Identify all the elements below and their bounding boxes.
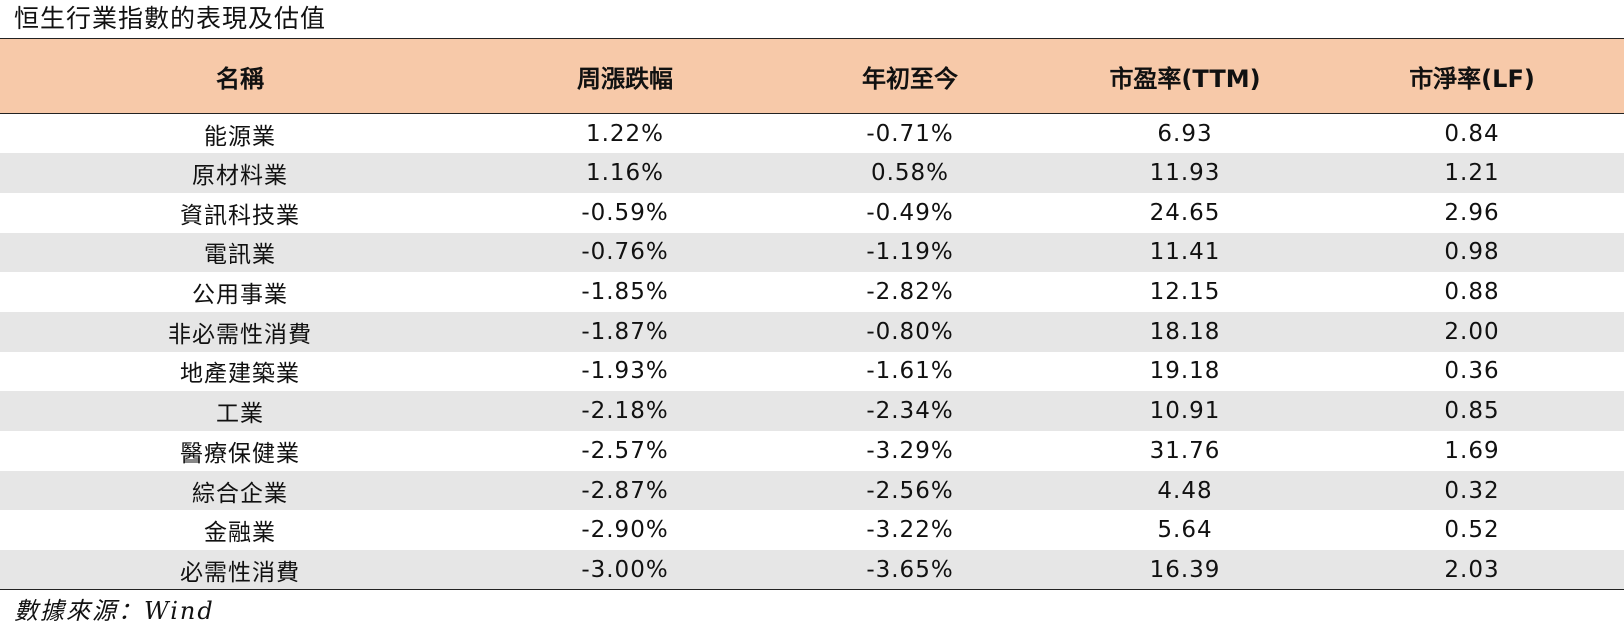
sector-name-cell: 地產建築業 — [180, 361, 300, 388]
header-weekly-change: 周漲跌幅 — [480, 38, 770, 114]
weekly-change-cell: -1.87% — [581, 318, 669, 345]
sector-name-cell: 公用事業 — [192, 282, 288, 309]
table-row: 金融業 -2.90% -3.22% 5.64 0.52 — [0, 510, 1624, 550]
weekly-change-cell: -2.18% — [581, 398, 669, 425]
table-row: 原材料業 1.16% 0.58% 11.93 1.21 — [0, 153, 1624, 193]
sector-name-cell: 原材料業 — [192, 163, 288, 190]
pb-lf-cell: 2.03 — [1444, 556, 1500, 583]
pe-ttm-cell: 6.93 — [1157, 120, 1213, 147]
pb-lf-cell: 0.36 — [1444, 358, 1500, 385]
pe-ttm-cell: 24.65 — [1149, 199, 1221, 226]
weekly-change-cell: -1.93% — [581, 358, 669, 385]
table-row: 非必需性消費 -1.87% -0.80% 18.18 2.00 — [0, 311, 1624, 352]
pb-lf-cell: 0.32 — [1444, 477, 1500, 504]
table-row: 醫療保健業 -2.57% -3.29% 31.76 1.69 — [0, 431, 1624, 471]
sector-name-cell: 醫療保健業 — [180, 440, 300, 467]
ytd-change-cell: -0.71% — [866, 120, 954, 147]
sector-index-table: 名稱 周漲跌幅 年初至今 市盈率(TTM) 市淨率(LF) 能源業 1.22% -0… — [0, 38, 1624, 591]
table-body: 能源業 1.22% -0.71% 6.93 0.84 原材料業 1.16% 0.58% 11.9… — [0, 114, 1624, 590]
table-row: 綜合企業 -2.87% -2.56% 4.48 0.32 — [0, 470, 1624, 511]
weekly-change-cell: 1.16% — [585, 160, 665, 187]
sector-name-cell: 能源業 — [204, 123, 276, 150]
ytd-change-cell: -0.49% — [866, 199, 954, 226]
weekly-change-cell: -0.59% — [581, 199, 669, 226]
pe-ttm-cell: 5.64 — [1157, 517, 1213, 544]
pe-ttm-cell: 12.15 — [1149, 279, 1221, 306]
table-row: 能源業 1.22% -0.71% 6.93 0.84 — [0, 114, 1624, 154]
pb-lf-cell: 1.21 — [1444, 160, 1500, 187]
pb-lf-cell: 0.84 — [1444, 120, 1500, 147]
sector-name-cell: 必需性消費 — [180, 559, 300, 586]
pe-ttm-cell: 19.18 — [1149, 358, 1221, 385]
weekly-change-cell: 1.22% — [585, 120, 665, 147]
ytd-change-cell: 0.58% — [870, 160, 950, 187]
pb-lf-cell: 0.52 — [1444, 517, 1500, 544]
ytd-change-cell: -3.29% — [866, 437, 954, 464]
ytd-change-cell: -2.82% — [866, 279, 954, 306]
pe-ttm-cell: 10.91 — [1149, 398, 1221, 425]
pe-ttm-cell: 31.76 — [1149, 437, 1221, 464]
table-row: 資訊科技業 -0.59% -0.49% 24.65 2.96 — [0, 193, 1624, 233]
weekly-change-cell: -2.87% — [581, 477, 669, 504]
sector-name-cell: 電訊業 — [204, 242, 276, 269]
pe-ttm-cell: 18.18 — [1149, 318, 1221, 345]
pb-lf-cell: 1.69 — [1444, 437, 1500, 464]
sector-name-cell: 綜合企業 — [192, 480, 288, 507]
weekly-change-cell: -2.90% — [581, 517, 669, 544]
table-row: 地產建築業 -1.93% -1.61% 19.18 0.36 — [0, 352, 1624, 392]
ytd-change-cell: -3.65% — [866, 556, 954, 583]
pb-lf-cell: 2.00 — [1444, 318, 1500, 345]
weekly-change-cell: -3.00% — [581, 556, 669, 583]
pb-lf-cell: 0.98 — [1444, 239, 1500, 266]
pe-ttm-cell: 16.39 — [1149, 556, 1221, 583]
ytd-change-cell: -1.61% — [866, 358, 954, 385]
weekly-change-cell: -2.57% — [581, 437, 669, 464]
table-row: 電訊業 -0.76% -1.19% 11.41 0.98 — [0, 232, 1624, 273]
data-source-note: 數據來源：Wind — [14, 597, 215, 625]
pe-ttm-cell: 4.48 — [1157, 477, 1213, 504]
ytd-change-cell: -2.56% — [866, 477, 954, 504]
pe-ttm-cell: 11.41 — [1149, 239, 1221, 266]
table-row: 公用事業 -1.85% -2.82% 12.15 0.88 — [0, 272, 1624, 312]
header-name: 名稱 — [0, 38, 480, 114]
table-title: 恒生行業指數的表現及估值 — [14, 4, 327, 33]
sector-name-cell: 非必需性消費 — [168, 321, 312, 348]
table-row: 必需性消費 -3.00% -3.65% 16.39 2.03 — [0, 550, 1624, 590]
pb-lf-cell: 2.96 — [1444, 199, 1500, 226]
weekly-change-cell: -1.85% — [581, 279, 669, 306]
pb-lf-cell: 0.88 — [1444, 279, 1500, 306]
pe-ttm-cell: 11.93 — [1149, 160, 1221, 187]
sector-name-cell: 資訊科技業 — [180, 202, 300, 229]
ytd-change-cell: -2.34% — [866, 398, 954, 425]
ytd-change-cell: -0.80% — [866, 318, 954, 345]
header-ytd: 年初至今 — [770, 38, 1050, 114]
table-row: 工業 -2.18% -2.34% 10.91 0.85 — [0, 391, 1624, 431]
sector-name-cell: 工業 — [216, 401, 264, 428]
weekly-change-cell: -0.76% — [581, 239, 669, 266]
header-pb-lf: 市淨率(LF) — [1320, 38, 1624, 114]
table-header-row: 名稱 周漲跌幅 年初至今 市盈率(TTM) 市淨率(LF) — [0, 38, 1624, 114]
ytd-change-cell: -3.22% — [866, 517, 954, 544]
header-pe-ttm: 市盈率(TTM) — [1050, 38, 1320, 114]
sector-name-cell: 金融業 — [204, 520, 276, 547]
ytd-change-cell: -1.19% — [866, 239, 954, 266]
pb-lf-cell: 0.85 — [1444, 398, 1500, 425]
